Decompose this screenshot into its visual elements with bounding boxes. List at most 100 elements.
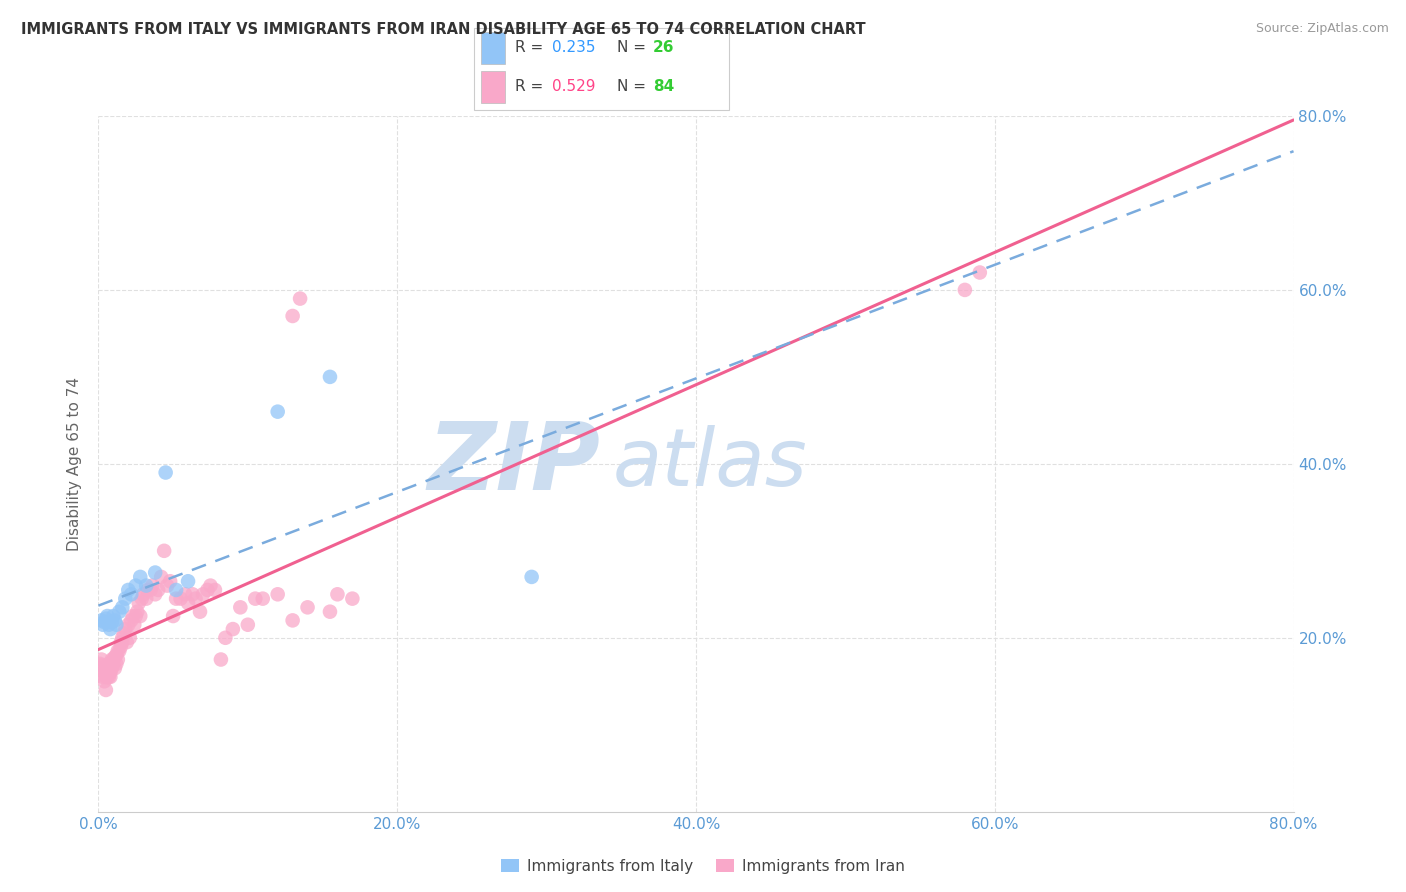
Point <box>94 612 117 626</box>
Point <box>209 652 232 666</box>
Point <box>100 622 122 636</box>
Point <box>245 591 267 606</box>
Point <box>111 600 134 615</box>
Point <box>103 652 125 666</box>
Point <box>143 587 166 601</box>
Point <box>94 683 117 698</box>
Legend: Immigrants from Italy, Immigrants from Iran: Immigrants from Italy, Immigrants from I… <box>495 853 911 880</box>
Text: N =: N = <box>617 79 651 95</box>
Point <box>107 652 129 666</box>
Point <box>156 578 179 592</box>
Point <box>94 670 117 684</box>
Point <box>90 658 112 673</box>
Point <box>135 578 157 592</box>
Point <box>197 582 219 597</box>
Text: R =: R = <box>515 40 548 55</box>
Text: atlas: atlas <box>613 425 807 503</box>
Point <box>100 661 122 675</box>
Point <box>117 617 139 632</box>
Text: Source: ZipAtlas.com: Source: ZipAtlas.com <box>1256 22 1389 36</box>
Point <box>129 609 152 624</box>
Point <box>125 609 148 624</box>
Point <box>96 661 118 675</box>
Point <box>150 570 173 584</box>
Point <box>148 582 170 597</box>
Point <box>91 670 114 684</box>
Point <box>177 574 200 589</box>
Point <box>124 617 146 632</box>
Point <box>103 657 125 671</box>
Point <box>953 283 976 297</box>
Point <box>100 665 122 680</box>
Point <box>120 614 142 628</box>
Point <box>115 635 138 649</box>
Point <box>188 605 211 619</box>
Point <box>229 600 252 615</box>
Text: 84: 84 <box>652 79 675 95</box>
Point <box>100 670 122 684</box>
Point <box>120 587 142 601</box>
Point <box>114 622 136 636</box>
Point <box>125 578 148 592</box>
Point <box>297 600 319 615</box>
Point <box>127 605 149 619</box>
Point <box>236 617 259 632</box>
Point <box>128 596 150 610</box>
FancyBboxPatch shape <box>481 32 505 64</box>
Point <box>93 665 115 680</box>
Point <box>114 591 136 606</box>
Point <box>101 615 124 629</box>
Point <box>117 582 139 597</box>
Point <box>110 640 132 654</box>
Point <box>105 657 128 671</box>
Point <box>281 614 304 628</box>
Point <box>267 405 290 419</box>
Point <box>181 587 204 601</box>
Point <box>104 661 127 675</box>
FancyBboxPatch shape <box>474 29 728 110</box>
Point <box>108 644 131 658</box>
Point <box>184 591 207 606</box>
Point <box>174 587 197 601</box>
Text: 0.235: 0.235 <box>551 40 595 55</box>
Y-axis label: Disability Age 65 to 74: Disability Age 65 to 74 <box>67 376 83 551</box>
Text: N =: N = <box>617 40 651 55</box>
Point <box>101 661 124 675</box>
Point <box>200 578 222 592</box>
Point <box>97 657 120 671</box>
Point <box>97 617 120 632</box>
Point <box>177 596 200 610</box>
Point <box>319 605 342 619</box>
Point <box>108 605 131 619</box>
FancyBboxPatch shape <box>481 70 505 103</box>
Point <box>139 582 162 597</box>
Point <box>342 591 364 606</box>
Point <box>520 570 543 584</box>
Point <box>191 587 214 601</box>
Point <box>111 635 134 649</box>
Point <box>319 369 342 384</box>
Point <box>96 609 118 624</box>
Point <box>155 466 177 480</box>
Point <box>165 582 187 597</box>
Point <box>101 652 124 666</box>
Text: ZIP: ZIP <box>427 417 600 510</box>
Point <box>107 644 129 658</box>
Point <box>252 591 274 606</box>
Point <box>91 661 114 675</box>
Point <box>111 631 134 645</box>
Point <box>222 622 245 636</box>
Point <box>165 591 187 606</box>
Text: R =: R = <box>515 79 548 95</box>
Point <box>267 587 290 601</box>
Text: 26: 26 <box>652 40 675 55</box>
Point <box>169 591 191 606</box>
Point <box>204 582 226 597</box>
Point <box>132 587 155 601</box>
Point <box>104 649 127 664</box>
Point <box>143 566 166 580</box>
Point <box>118 631 141 645</box>
Point <box>136 582 159 597</box>
Point <box>93 615 115 629</box>
Point <box>112 626 135 640</box>
